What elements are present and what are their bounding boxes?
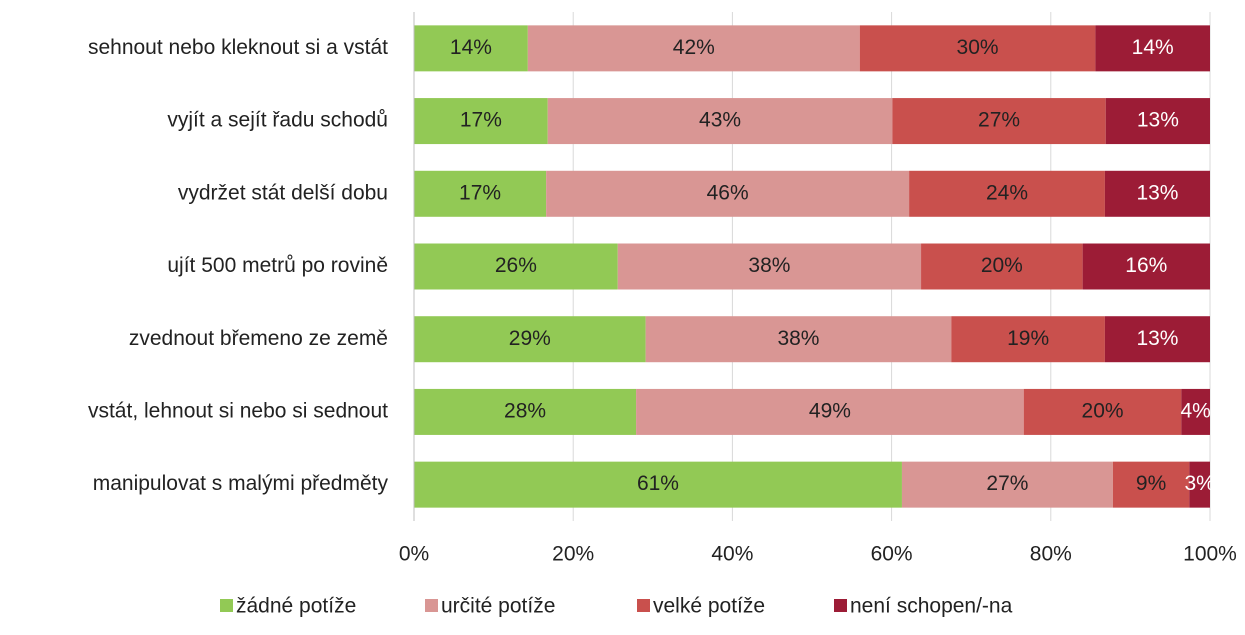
y-tick-label: manipulovat s malými předměty: [93, 472, 389, 495]
data-label: 4%: [1180, 399, 1210, 422]
bar-segment: [909, 170, 1105, 217]
bar-segment: [859, 25, 1096, 72]
data-label: 17%: [459, 181, 501, 204]
bar-segment: [546, 170, 910, 217]
x-tick-label: 60%: [871, 543, 913, 566]
bar-segment: [645, 316, 952, 363]
y-tick-label: sehnout nebo kleknout si a vstát: [88, 36, 388, 59]
bar-segment: [547, 98, 893, 145]
y-tick-label: ujít 500 metrů po rovině: [167, 254, 388, 277]
legend-swatch: [637, 599, 650, 612]
bar-segment: [414, 25, 528, 72]
bar-segment: [414, 316, 646, 363]
y-tick-label: zvednout břemeno ze země: [129, 327, 388, 350]
data-label: 61%: [637, 472, 679, 495]
x-tick-label: 100%: [1183, 543, 1237, 566]
y-tick-label: vydržet stát delší dobu: [178, 181, 388, 204]
data-label: 20%: [981, 254, 1023, 277]
x-tick-label: 20%: [552, 543, 594, 566]
data-label: 38%: [777, 327, 819, 350]
bar-segment: [1105, 98, 1210, 145]
bar-segment: [636, 388, 1024, 435]
legend-label: určité potíže: [441, 595, 555, 618]
bar-segment: [1189, 461, 1210, 508]
legend-label: není schopen/-na: [850, 595, 1013, 618]
data-label: 30%: [957, 36, 999, 59]
data-label: 42%: [673, 36, 715, 59]
legend-label: velké potíže: [653, 595, 765, 618]
bar-segment: [1095, 25, 1210, 72]
bar-segment: [921, 243, 1083, 290]
legend-swatch: [425, 599, 438, 612]
bar-segment: [892, 98, 1106, 145]
data-label: 19%: [1007, 327, 1049, 350]
bar-segment: [1104, 170, 1210, 217]
bar-segment: [414, 388, 637, 435]
y-tick-label: vyjít a sejít řadu schodů: [167, 109, 388, 132]
legend-label: žádné potíže: [236, 595, 356, 618]
x-tick-label: 80%: [1030, 543, 1072, 566]
data-label: 20%: [1082, 399, 1124, 422]
data-label: 38%: [748, 254, 790, 277]
bar-segment: [414, 461, 902, 508]
data-label: 13%: [1136, 181, 1178, 204]
bar-segment: [901, 461, 1113, 508]
data-label: 28%: [504, 399, 546, 422]
y-tick-label: vstát, lehnout si nebo si sednout: [88, 399, 388, 422]
bar-segment: [1112, 461, 1190, 508]
data-label: 27%: [978, 109, 1020, 132]
x-tick-label: 0%: [399, 543, 429, 566]
data-label: 14%: [450, 36, 492, 59]
bar-segment: [527, 25, 860, 72]
data-label: 9%: [1136, 472, 1166, 495]
data-label: 17%: [460, 109, 502, 132]
bar-segment: [1023, 388, 1182, 435]
data-label: 43%: [699, 109, 741, 132]
data-label: 46%: [707, 181, 749, 204]
data-label: 26%: [495, 254, 537, 277]
data-label: 3%: [1184, 472, 1214, 495]
bar-segment: [1082, 243, 1210, 290]
bar-segment: [1181, 388, 1210, 435]
data-label: 16%: [1125, 254, 1167, 277]
data-label: 49%: [809, 399, 851, 422]
bar-segment: [414, 243, 618, 290]
x-tick-label: 40%: [711, 543, 753, 566]
bar-segment: [1104, 316, 1210, 363]
legend-swatch: [834, 599, 847, 612]
data-label: 13%: [1137, 109, 1179, 132]
bar-segment: [414, 98, 548, 145]
data-label: 27%: [986, 472, 1028, 495]
bar-segment: [951, 316, 1105, 363]
data-label: 24%: [986, 181, 1028, 204]
legend-swatch: [220, 599, 233, 612]
bar-segment: [617, 243, 922, 290]
data-label: 29%: [509, 327, 551, 350]
bar-segment: [414, 170, 547, 217]
data-label: 13%: [1136, 327, 1178, 350]
data-label: 14%: [1132, 36, 1174, 59]
